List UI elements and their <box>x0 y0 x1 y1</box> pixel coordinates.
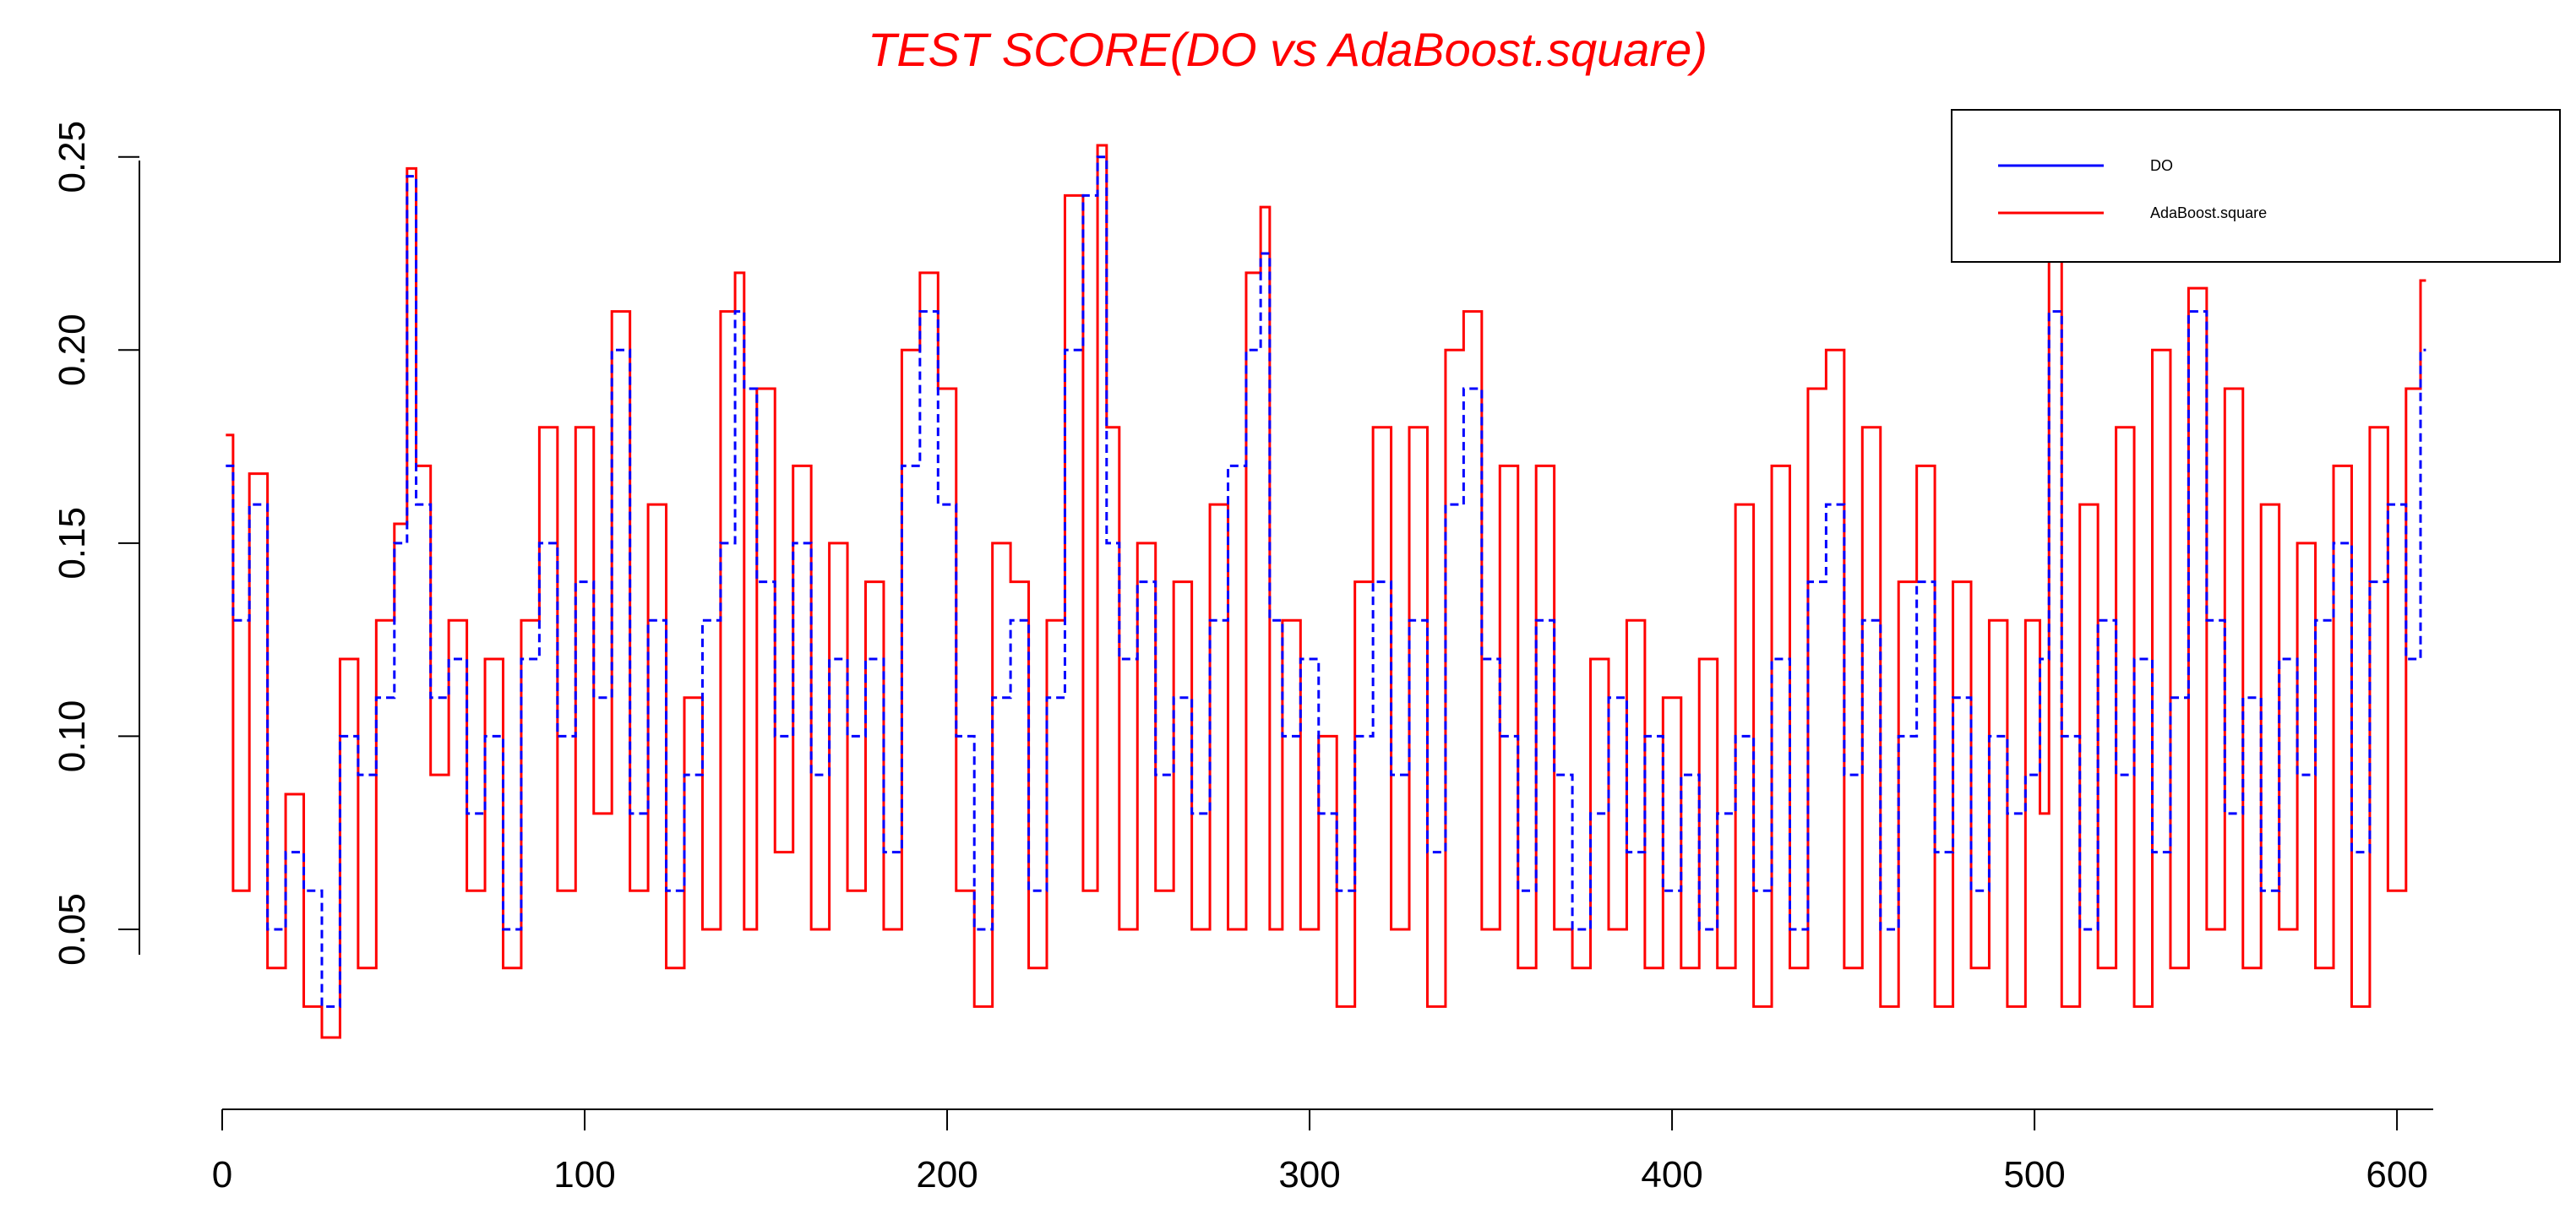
legend-label-adaboost: AdaBoost.square <box>2150 204 2267 221</box>
legend-box <box>1951 109 2561 263</box>
y-tick-label: 0.15 <box>52 507 93 580</box>
x-axis-ticks: 0 100 200 300 400 500 600 <box>212 1109 2428 1195</box>
series-line-adaboost-square <box>226 144 2426 1039</box>
chart-title: TEST SCORE(DO vs AdaBoost.square) <box>868 23 1707 76</box>
x-tick-label: 500 <box>2003 1154 2065 1195</box>
legend: DO AdaBoost.square <box>1951 109 2561 263</box>
x-tick-label: 300 <box>1278 1154 1340 1195</box>
plot-area <box>226 144 2426 1039</box>
x-tick-label: 200 <box>916 1154 978 1195</box>
y-axis-ticks: 0.05 0.10 0.15 0.20 0.25 <box>52 121 139 966</box>
x-tick-label: 400 <box>1641 1154 1702 1195</box>
series-line-do <box>226 155 2426 1008</box>
x-tick-label: 600 <box>2366 1154 2427 1195</box>
y-tick-label: 0.05 <box>52 893 93 966</box>
x-tick-label: 100 <box>553 1154 615 1195</box>
y-tick-label: 0.10 <box>52 700 93 773</box>
legend-label-do: DO <box>2150 157 2173 174</box>
y-tick-label: 0.25 <box>52 121 93 193</box>
y-tick-label: 0.20 <box>52 313 93 386</box>
x-tick-label: 0 <box>212 1154 232 1195</box>
